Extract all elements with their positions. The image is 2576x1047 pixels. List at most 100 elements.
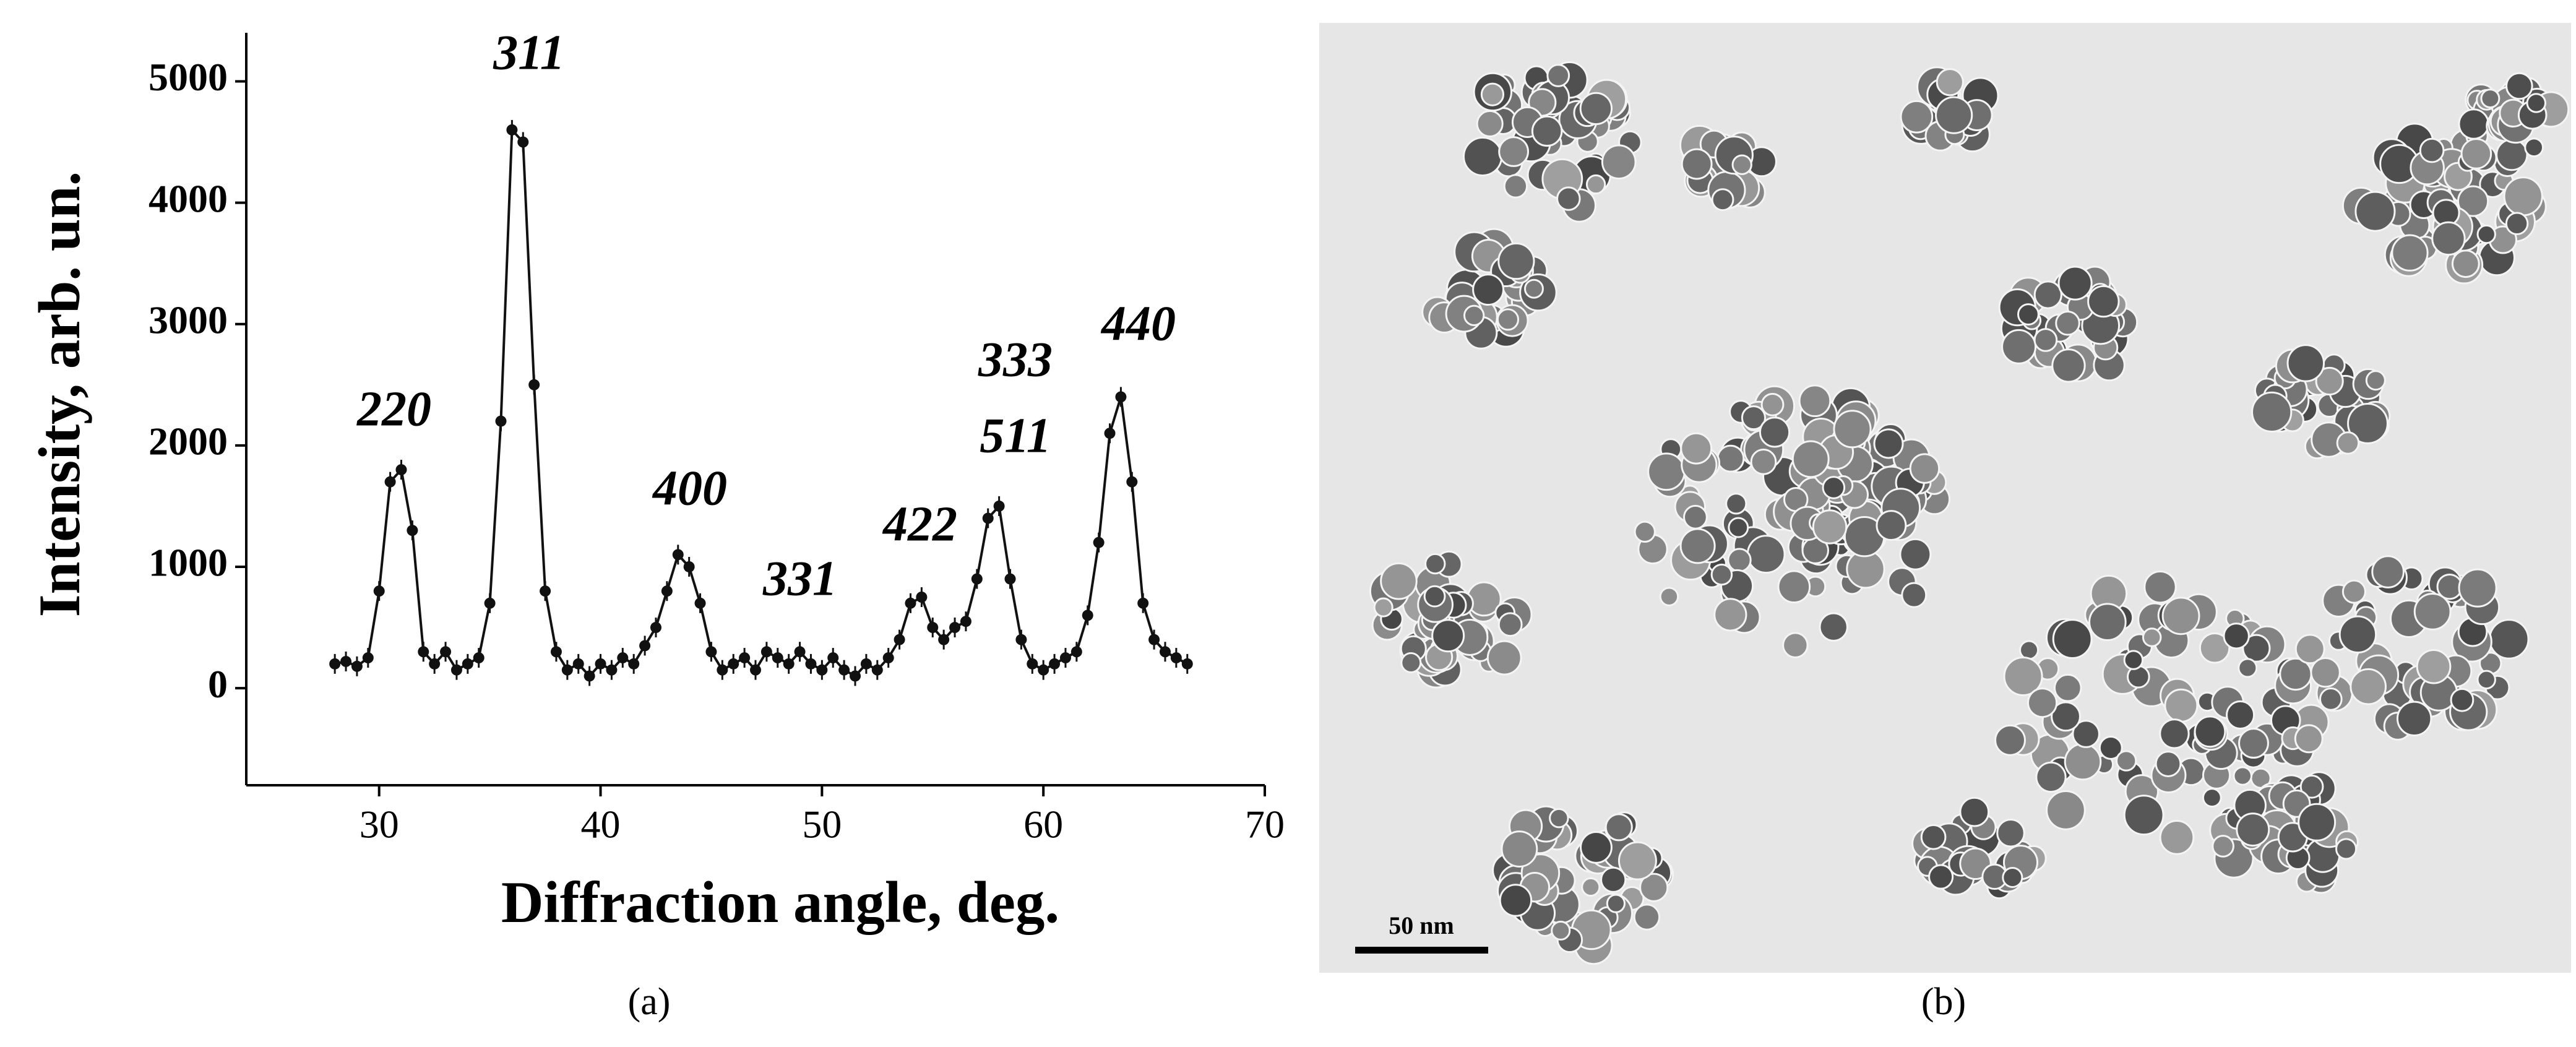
particle — [1873, 428, 1904, 459]
particle — [2503, 176, 2543, 217]
particle — [2064, 743, 2102, 781]
data-point — [572, 658, 584, 670]
data-point — [517, 136, 529, 148]
particle — [1431, 619, 1465, 653]
particle — [2286, 344, 2325, 382]
particle — [2431, 221, 2466, 256]
data-point — [750, 664, 761, 676]
data-point — [661, 585, 673, 597]
data-line — [334, 126, 1188, 678]
data-point — [462, 658, 473, 670]
data-point — [927, 622, 939, 634]
particle — [2416, 648, 2452, 684]
particle — [2476, 670, 2496, 690]
particle — [2413, 592, 2452, 631]
particle — [1618, 841, 1657, 881]
data-point — [1015, 634, 1027, 645]
particle — [1551, 920, 1571, 941]
data-point — [694, 597, 706, 609]
particle — [2480, 88, 2501, 109]
data-point — [528, 379, 540, 390]
scale-bar — [1355, 947, 1488, 954]
particle — [2212, 835, 2234, 858]
particle — [2123, 795, 2165, 836]
particle — [1717, 444, 1745, 473]
scale-bar-label: 50 nm — [1389, 911, 1454, 939]
data-point — [838, 664, 850, 676]
particle — [2496, 138, 2528, 171]
data-point — [871, 664, 883, 676]
particle — [1496, 308, 1520, 331]
particle — [2123, 650, 2144, 670]
particle — [2488, 619, 2530, 660]
data-point — [1181, 658, 1193, 670]
data-point — [1027, 658, 1038, 670]
data-point — [905, 597, 916, 609]
particle — [1556, 186, 1581, 211]
particle — [1900, 100, 1934, 134]
particle — [1936, 68, 1964, 97]
data-point — [672, 549, 684, 561]
y-tick-label: 0 — [208, 662, 228, 706]
data-point — [484, 597, 496, 609]
data-point — [1159, 646, 1171, 658]
particle — [1497, 612, 1523, 637]
x-tick-label: 30 — [360, 803, 399, 847]
particle — [2051, 701, 2081, 732]
particle — [1711, 188, 1734, 212]
peak-annotation: 220 — [356, 382, 431, 436]
particle — [2057, 265, 2093, 301]
data-point — [1104, 428, 1116, 439]
particle — [1928, 864, 1954, 890]
data-point — [1126, 476, 1138, 488]
peak-annotation: 311 — [493, 25, 565, 80]
data-point — [993, 500, 1005, 512]
particle — [2419, 137, 2445, 163]
particle — [1498, 136, 1530, 167]
data-point — [760, 646, 772, 658]
particle — [1959, 796, 1990, 827]
particle — [2450, 687, 2475, 712]
particle — [2458, 568, 2497, 608]
particle — [2436, 573, 2463, 600]
particle — [1996, 818, 2025, 848]
data-point — [772, 652, 783, 664]
x-tick-label: 40 — [581, 803, 621, 847]
particle — [1647, 452, 1686, 491]
data-point — [1137, 597, 1149, 609]
particle — [2396, 700, 2432, 737]
particle — [1683, 504, 1708, 530]
particle — [1727, 548, 1752, 572]
data-point — [882, 652, 894, 664]
particle — [1546, 64, 1570, 87]
particle — [2505, 72, 2533, 100]
data-point — [739, 652, 751, 664]
particle — [2451, 249, 2480, 278]
particle — [2053, 673, 2082, 702]
data-point — [1093, 536, 1105, 548]
particle — [1633, 903, 1661, 931]
particle — [1876, 510, 1907, 541]
data-point — [584, 670, 595, 682]
particle — [1741, 405, 1767, 431]
particle — [2003, 656, 2043, 697]
data-point — [606, 664, 618, 676]
particle — [1503, 174, 1528, 199]
data-point — [506, 124, 518, 136]
data-point — [860, 658, 872, 670]
particle — [1731, 154, 1752, 175]
particle — [2526, 93, 2546, 113]
particle — [1909, 453, 1941, 484]
particle — [1935, 96, 1973, 134]
particle — [1680, 432, 1713, 465]
data-point — [816, 664, 828, 676]
particle — [2019, 640, 2040, 660]
data-point — [329, 658, 341, 670]
particle — [1523, 278, 1544, 299]
particle — [1423, 585, 1446, 608]
particle — [2242, 634, 2271, 663]
particle — [2335, 838, 2358, 860]
particle — [1480, 82, 1505, 106]
particle — [1605, 813, 1633, 842]
